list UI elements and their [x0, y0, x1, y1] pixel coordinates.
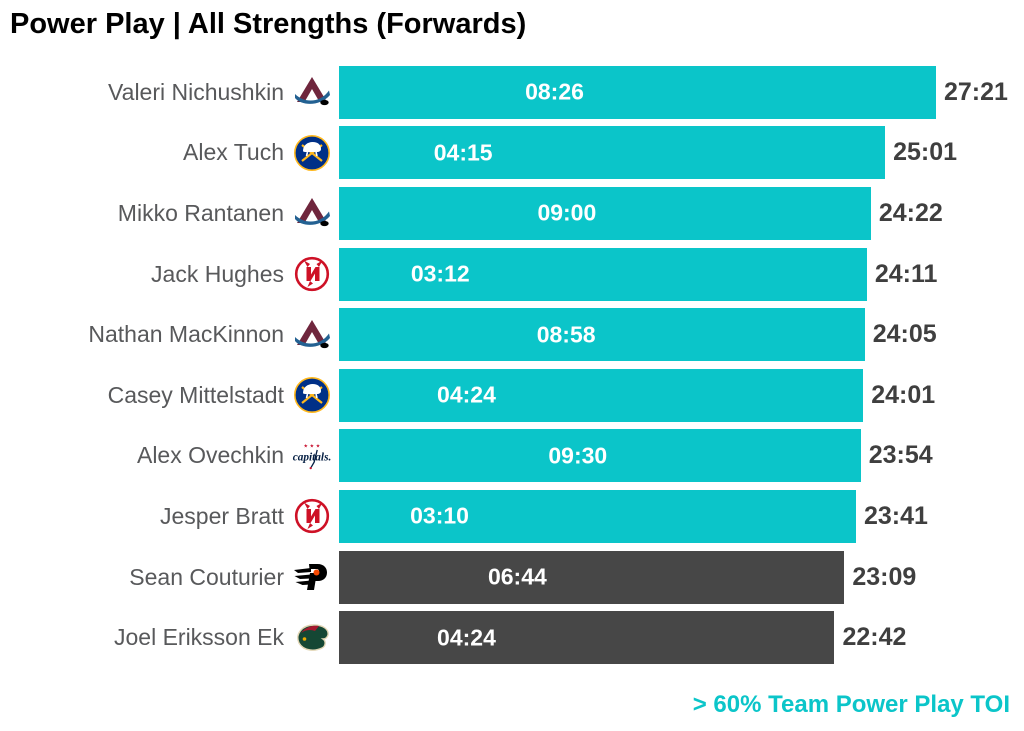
devils-logo-icon	[292, 254, 332, 294]
flyers-logo-icon	[292, 557, 332, 597]
player-row: Mikko Rantanen 09:00 24:22	[0, 183, 1024, 244]
player-row: Nathan MacKinnon 08:58 24:05	[0, 304, 1024, 365]
player-row: Joel Eriksson Ek 04:24 22:42	[0, 607, 1024, 668]
pp-toi-label: 04:24	[437, 381, 496, 408]
player-row: Casey Mittelstadt 04:24 24:01	[0, 365, 1024, 426]
total-toi-label: 24:11	[874, 259, 938, 288]
chart-rows: Valeri Nichushkin 08:26 27:21 Alex Tuch 04:1…	[0, 62, 1024, 668]
avalanche-logo-icon	[292, 193, 332, 233]
total-toi-label: 23:54	[868, 441, 933, 470]
player-name: Casey Mittelstadt	[107, 381, 284, 408]
svg-text:capitals.: capitals.	[293, 451, 332, 463]
toi-bar[interactable]: 03:12	[339, 247, 867, 301]
player-name: Jack Hughes	[151, 260, 284, 287]
wild-logo-icon	[292, 618, 332, 658]
toi-bar[interactable]: 04:15	[339, 126, 886, 180]
toi-bar[interactable]: 06:44	[339, 550, 845, 604]
total-toi-label: 24:05	[872, 320, 937, 349]
sabres-logo-icon	[292, 133, 332, 173]
player-name: Mikko Rantanen	[117, 199, 284, 226]
pp-toi-label: 04:15	[433, 139, 493, 166]
player-row: Alex Ovechkin ★ ★ ★ capitals. 09:30 23:54	[0, 426, 1024, 487]
pp-toi-label: 08:58	[536, 321, 596, 348]
player-name: Valeri Nichushkin	[108, 78, 284, 105]
player-row: Sean Couturier 06:44 23:09	[0, 547, 1024, 608]
total-toi-label: 23:41	[863, 501, 928, 530]
toi-bar[interactable]: 09:00	[339, 186, 871, 240]
pp-toi-label: 03:12	[410, 260, 470, 287]
capitals-logo-icon: ★ ★ ★ capitals.	[292, 436, 332, 476]
total-toi-label: 25:01	[893, 138, 958, 167]
player-name: Joel Eriksson Ek	[113, 624, 284, 651]
toi-bar[interactable]: 04:24	[339, 368, 864, 422]
player-name: Alex Tuch	[183, 139, 284, 166]
player-row: Jesper Bratt 03:10 23:41	[0, 486, 1024, 547]
total-toi-label: 24:22	[878, 198, 943, 227]
player-row: Alex Tuch 04:15 25:01	[0, 123, 1024, 184]
pp-toi-label: 09:30	[548, 442, 608, 469]
player-name: Sean Couturier	[129, 563, 284, 590]
pp-toi-label: 03:10	[410, 502, 469, 529]
svg-text:★ ★ ★: ★ ★ ★	[304, 443, 321, 449]
pp-toi-label: 06:44	[487, 563, 547, 590]
player-name: Alex Ovechkin	[136, 442, 284, 469]
sabres-logo-icon	[292, 375, 332, 415]
toi-bar[interactable]: 09:30	[339, 429, 861, 483]
avalanche-logo-icon	[292, 315, 332, 355]
toi-bar[interactable]: 04:24	[339, 611, 835, 665]
player-name: Jesper Bratt	[160, 502, 284, 529]
toi-bar[interactable]: 08:26	[339, 65, 936, 119]
avalanche-logo-icon	[292, 72, 332, 112]
toi-bar[interactable]: 03:10	[339, 489, 856, 543]
total-toi-label: 27:21	[943, 77, 1008, 106]
toi-bar[interactable]: 08:58	[339, 308, 865, 362]
legend-note: > 60% Team Power Play TOI	[692, 691, 1010, 718]
page-title: Power Play | All Strengths (Forwards)	[10, 8, 527, 40]
devils-logo-icon	[292, 496, 332, 536]
player-name: Nathan MacKinnon	[88, 321, 284, 348]
total-toi-label: 24:01	[871, 380, 936, 409]
pp-toi-label: 08:26	[525, 78, 584, 105]
pp-toi-label: 09:00	[537, 199, 597, 226]
total-toi-label: 22:42	[842, 623, 907, 652]
player-row: Valeri Nichushkin 08:26 27:21	[0, 62, 1024, 123]
total-toi-label: 23:09	[852, 562, 917, 591]
player-row: Jack Hughes 03:12 24:11	[0, 244, 1024, 305]
pp-toi-label: 04:24	[437, 624, 496, 651]
